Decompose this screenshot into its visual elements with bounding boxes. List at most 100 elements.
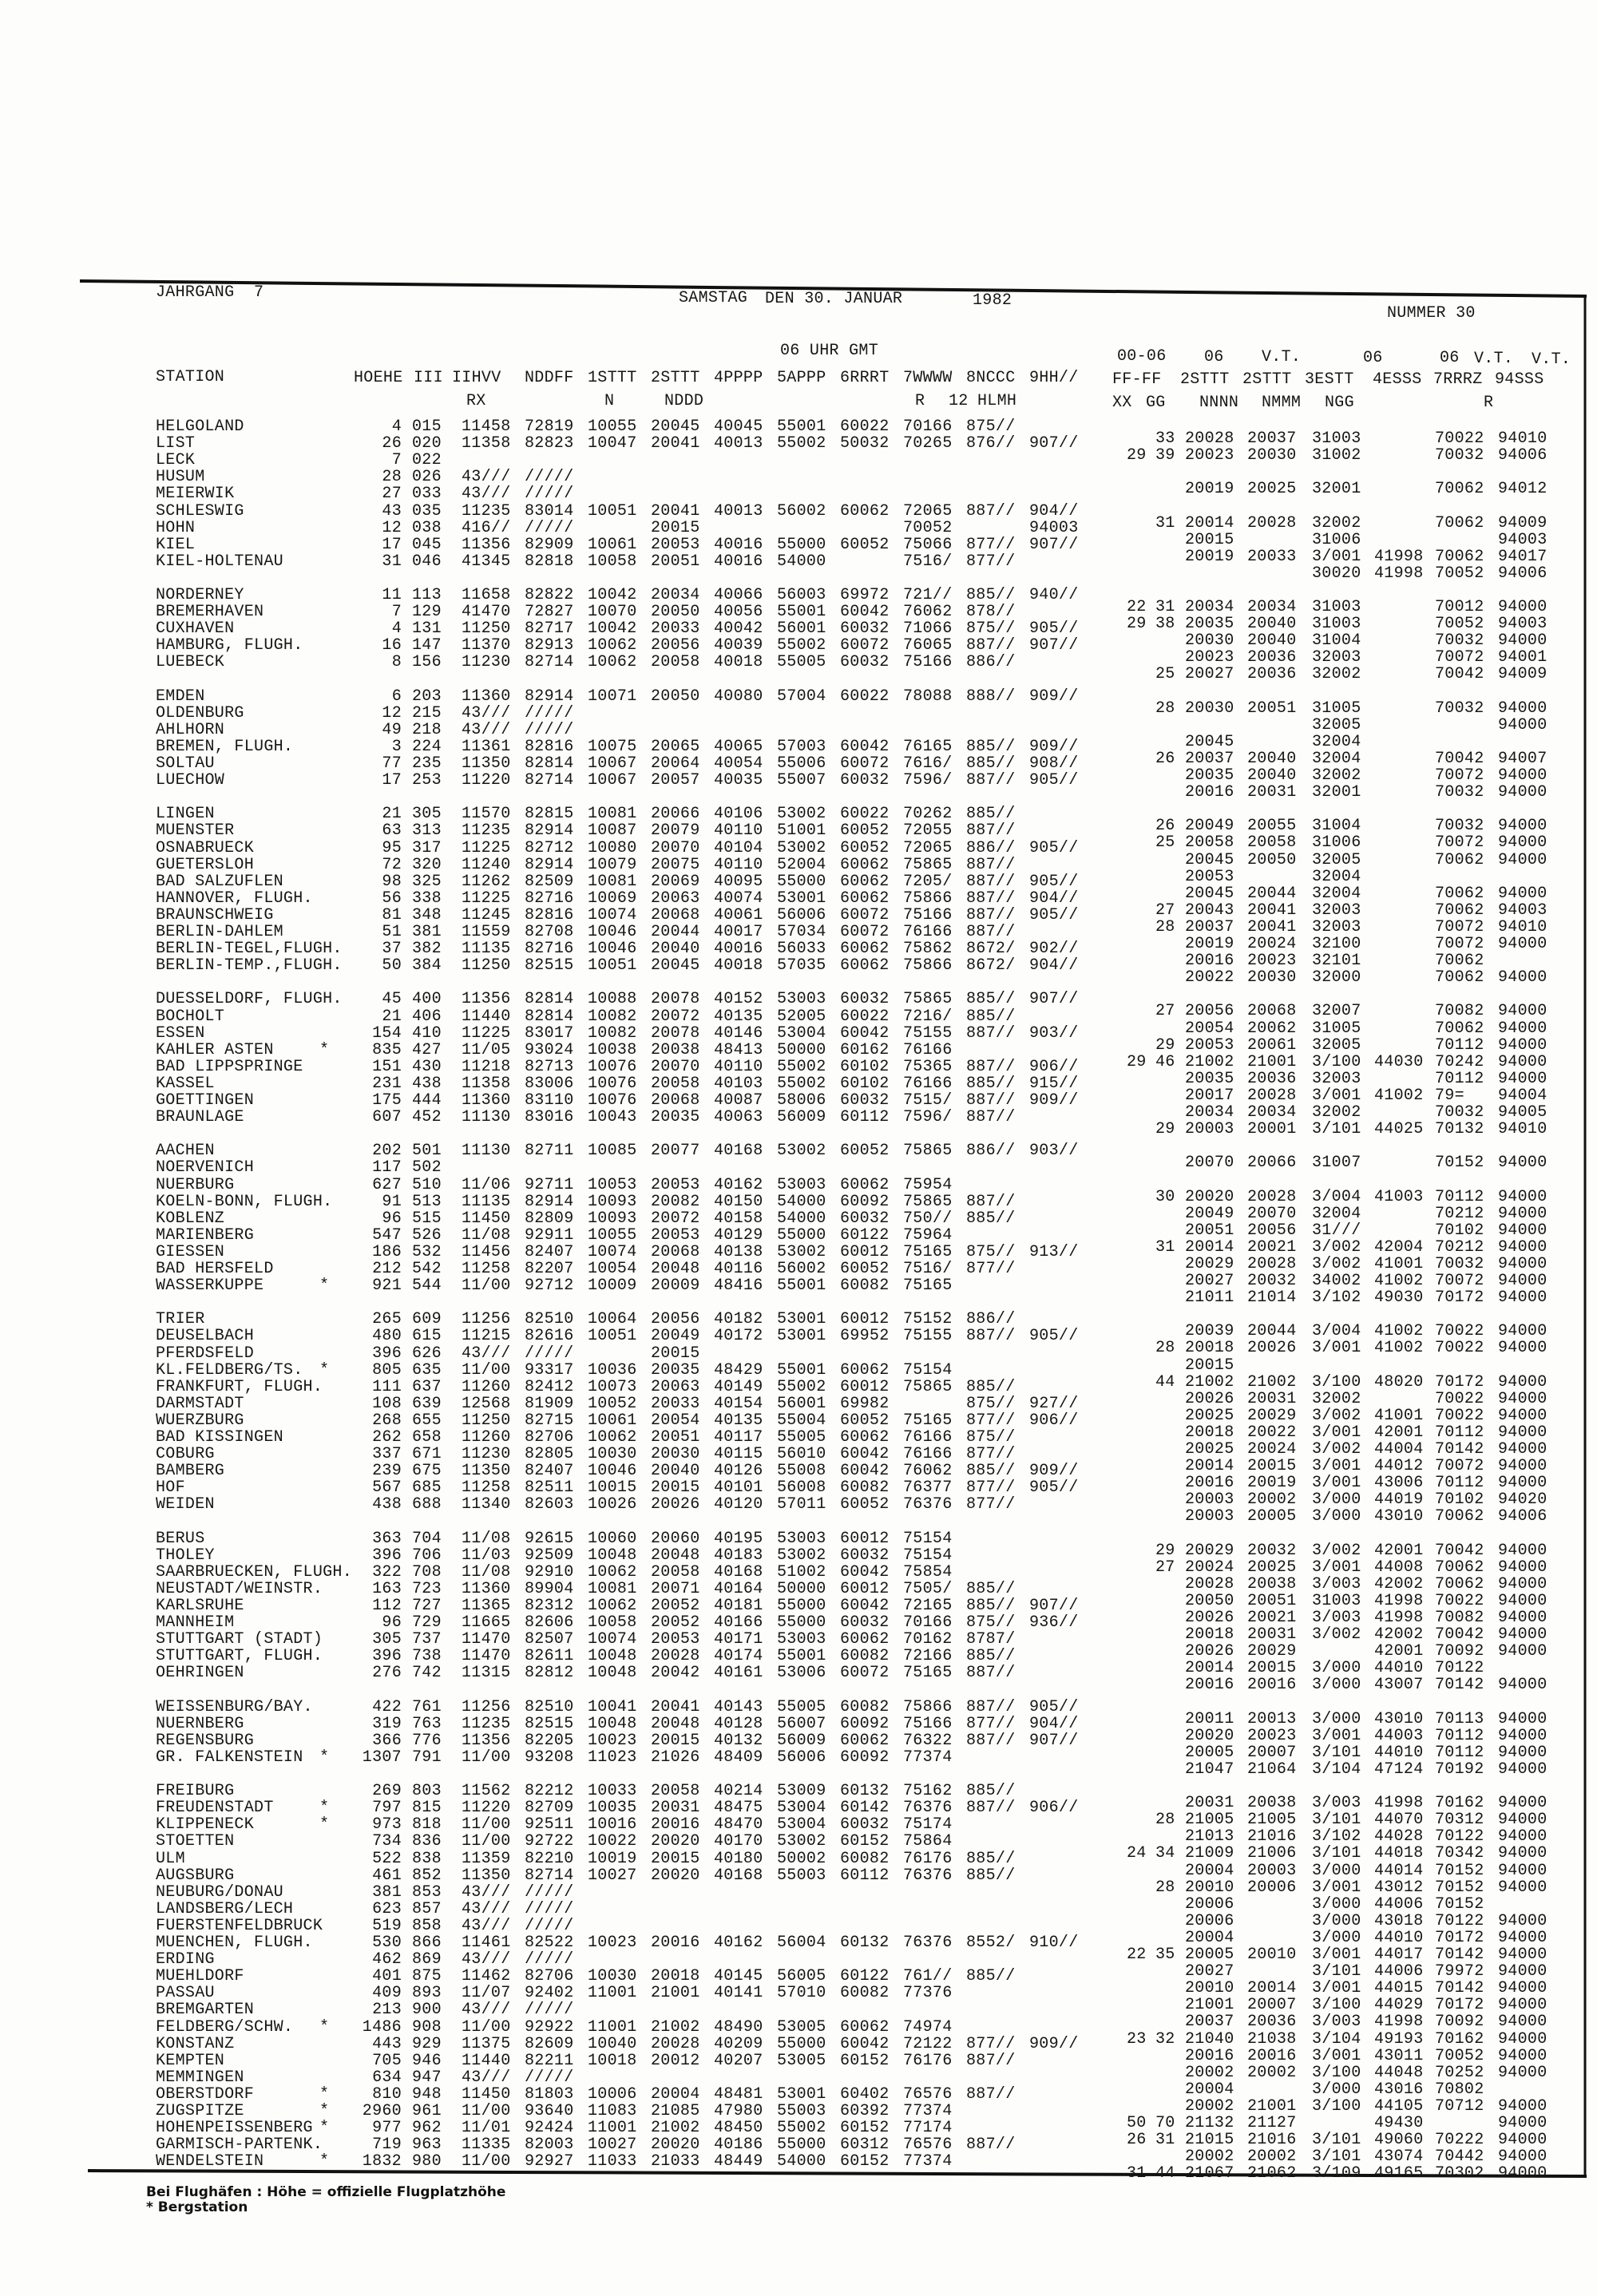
- synop-group: 56010: [777, 1445, 826, 1463]
- extreme-group: 20021: [1247, 1609, 1297, 1627]
- extreme-group: 94000: [1498, 1827, 1547, 1846]
- column-header: 94SSS: [1495, 370, 1544, 389]
- synop-group: 11440: [462, 2052, 511, 2070]
- synop-group: 76062: [903, 1462, 953, 1480]
- extreme-group: 20016: [1185, 1474, 1234, 1492]
- station-name: KL.FELDBERG/TS.: [156, 1361, 303, 1380]
- station-name: WASSERKUPPE: [156, 1277, 264, 1295]
- synop-group: /////: [525, 704, 574, 722]
- extreme-group: 3/003: [1312, 1609, 1361, 1627]
- station-name: BAD LIPPSPRINGE: [156, 1058, 303, 1076]
- synop-group: 20031: [651, 1799, 700, 1817]
- station-index: 131: [412, 620, 442, 638]
- extreme-group: 70442: [1435, 2148, 1484, 2166]
- extreme-group: 32002: [1312, 1103, 1361, 1122]
- extreme-group: 20027: [1185, 665, 1234, 683]
- synop-group: 10058: [588, 552, 637, 571]
- extreme-group: 94000: [1498, 1440, 1547, 1459]
- extreme-group: 94000: [1498, 935, 1547, 953]
- station-index: 729: [412, 1613, 442, 1632]
- station-index: 502: [412, 1158, 442, 1177]
- extreme-group: 94000: [1498, 1760, 1547, 1779]
- synop-group: 60012: [840, 1530, 890, 1548]
- extreme-group: 70112: [1435, 1727, 1484, 1745]
- station-index: 857: [412, 1900, 442, 1918]
- extreme-group: 94000: [1498, 851, 1547, 869]
- station-index: 708: [412, 1563, 442, 1581]
- extreme-group: 20029: [1247, 1407, 1297, 1425]
- station-index: 818: [412, 1815, 442, 1834]
- station-name: KOELN-BONN, FLUGH.: [156, 1193, 333, 1211]
- synop-group: 20030: [651, 1445, 700, 1463]
- station-index: 791: [412, 1748, 442, 1767]
- extreme-group: 20033: [1247, 548, 1297, 566]
- synop-group: 48416: [714, 1277, 763, 1295]
- station-name: BERLIN-TEMP.,FLUGH.: [156, 956, 343, 975]
- synop-group: 60052: [840, 536, 890, 554]
- synop-group: 20063: [651, 1378, 700, 1396]
- synop-group: 57011: [777, 1495, 826, 1514]
- synop-group: 56006: [777, 906, 826, 924]
- extreme-group: 20007: [1247, 1996, 1297, 2014]
- station-index: 900: [412, 2001, 442, 2019]
- extreme-group: 43011: [1374, 2047, 1424, 2065]
- extreme-group: 21001: [1247, 1053, 1297, 1071]
- synop-group: 40104: [714, 839, 763, 857]
- synop-group: 82712: [525, 839, 574, 857]
- extreme-group: 94000: [1498, 1255, 1547, 1273]
- synop-group: 60052: [840, 1142, 890, 1160]
- extreme-group: 70152: [1435, 1154, 1484, 1172]
- station-index: 626: [412, 1344, 442, 1363]
- column-subheader: NNNN: [1199, 394, 1239, 412]
- synop-group: 11023: [588, 1748, 637, 1767]
- extreme-group: 94000: [1498, 1205, 1547, 1223]
- synop-group: 11665: [462, 1613, 511, 1632]
- station-height: 443: [372, 2035, 402, 2053]
- synop-group: 82211: [525, 2052, 574, 2070]
- synop-group: 10023: [588, 1934, 637, 1952]
- extreme-group: 94000: [1498, 1710, 1547, 1728]
- extreme-group: 70062: [1435, 1575, 1484, 1593]
- extreme-group: 70022: [1435, 1390, 1484, 1408]
- wind-gust-value: 27: [1155, 1002, 1175, 1020]
- synop-group: 10062: [588, 1597, 637, 1615]
- station-name: MEIERWIK: [156, 485, 235, 503]
- synop-group: 93317: [525, 1361, 574, 1380]
- station-index: 838: [412, 1850, 442, 1868]
- wind-gust-value: 27: [1155, 901, 1175, 920]
- synop-group: 76377: [903, 1479, 953, 1497]
- synop-group: 907//: [1029, 536, 1079, 554]
- station-name: GR. FALKENSTEIN: [156, 1748, 303, 1767]
- synop-group: 40141: [714, 1984, 763, 2002]
- issue-date: DEN 30. JANUAR: [765, 290, 903, 308]
- extreme-group: 20015: [1185, 531, 1234, 549]
- synop-group: 40214: [714, 1782, 763, 1800]
- extreme-group: 70062: [1435, 952, 1484, 970]
- extreme-group: 41998: [1374, 2013, 1424, 2031]
- synop-group: 82611: [525, 1647, 574, 1665]
- extreme-group: 42002: [1374, 1575, 1424, 1593]
- extreme-group: 20019: [1185, 548, 1234, 566]
- extreme-group: 21064: [1247, 1760, 1297, 1779]
- synop-group: 48490: [714, 2018, 763, 2037]
- station-name: SCHLESWIG: [156, 502, 244, 521]
- station-name: BRAUNLAGE: [156, 1108, 244, 1126]
- synop-group: 48475: [714, 1799, 763, 1817]
- extreme-group: 21015: [1185, 2131, 1234, 2149]
- synop-group: 7216/: [903, 1007, 953, 1026]
- station-height: 401: [372, 1967, 402, 1985]
- station-height: 422: [372, 1698, 402, 1716]
- extreme-group: 94000: [1498, 1390, 1547, 1408]
- extreme-group: 70122: [1435, 1659, 1484, 1677]
- synop-group: 40013: [714, 502, 763, 521]
- synop-group: 53005: [777, 2052, 826, 2070]
- station-height: 63: [382, 821, 402, 840]
- synop-group: 20054: [651, 1411, 700, 1430]
- volume-label: JAHRGANG 7: [156, 283, 264, 302]
- synop-group: 10009: [588, 1277, 637, 1295]
- synop-group: 11001: [588, 2119, 637, 2137]
- extreme-group: 20038: [1247, 1575, 1297, 1593]
- extreme-group: 41998: [1374, 1794, 1424, 1812]
- synop-group: 75174: [903, 1815, 953, 1834]
- extreme-group: 20031: [1247, 1390, 1297, 1408]
